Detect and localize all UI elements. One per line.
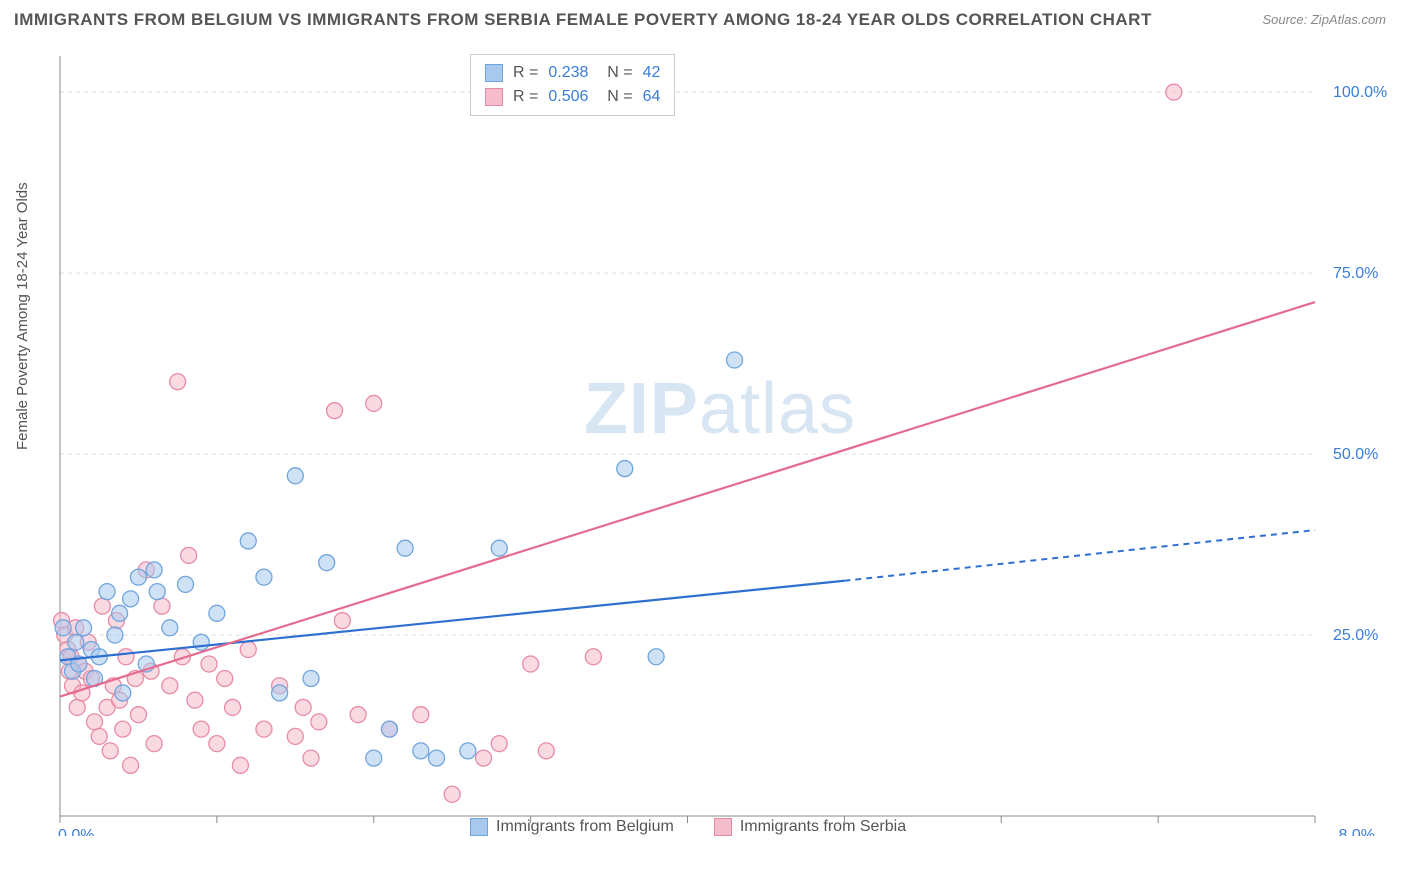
- r-label: R =: [513, 85, 538, 109]
- swatch-icon: [714, 818, 732, 836]
- chart-container: 25.0%50.0%75.0%100.0%0.0%8.0% ZIPatlas R…: [50, 46, 1390, 836]
- swatch-icon: [470, 818, 488, 836]
- n-label: N =: [598, 85, 632, 109]
- bottom-legend: Immigrants from Belgium Immigrants from …: [470, 818, 906, 836]
- y-tick-label: 75.0%: [1333, 265, 1378, 282]
- n-label: N =: [598, 61, 632, 85]
- legend-label-0: Immigrants from Belgium: [496, 818, 674, 836]
- legend-stats-row-0: R = 0.238 N = 42: [485, 61, 660, 85]
- y-tick-label: 100.0%: [1333, 84, 1387, 101]
- n-value-1: 64: [643, 85, 661, 109]
- swatch-series-1: [485, 88, 503, 106]
- x-tick-label: 0.0%: [58, 827, 94, 836]
- swatch-series-0: [485, 64, 503, 82]
- y-axis-label: Female Poverty Among 18-24 Year Olds: [14, 182, 31, 450]
- r-value-1: 0.506: [548, 85, 588, 109]
- legend-item-0: Immigrants from Belgium: [470, 818, 674, 836]
- legend-item-1: Immigrants from Serbia: [714, 818, 906, 836]
- legend-stats-box: R = 0.238 N = 42 R = 0.506 N = 64: [470, 54, 675, 116]
- scatter-chart: 25.0% 50.0% 75.0% 100.0% 0.0% 8.0%: [50, 46, 1390, 836]
- r-label: R =: [513, 61, 538, 85]
- n-value-0: 42: [643, 61, 661, 85]
- r-value-0: 0.238: [548, 61, 588, 85]
- source-attribution: Source: ZipAtlas.com: [1262, 12, 1386, 27]
- x-tick-label: 8.0%: [1339, 827, 1375, 836]
- chart-title: IMMIGRANTS FROM BELGIUM VS IMMIGRANTS FR…: [14, 10, 1152, 30]
- legend-label-1: Immigrants from Serbia: [740, 818, 906, 836]
- y-tick-label: 25.0%: [1333, 627, 1378, 644]
- y-tick-label: 50.0%: [1333, 446, 1378, 463]
- legend-stats-row-1: R = 0.506 N = 64: [485, 85, 660, 109]
